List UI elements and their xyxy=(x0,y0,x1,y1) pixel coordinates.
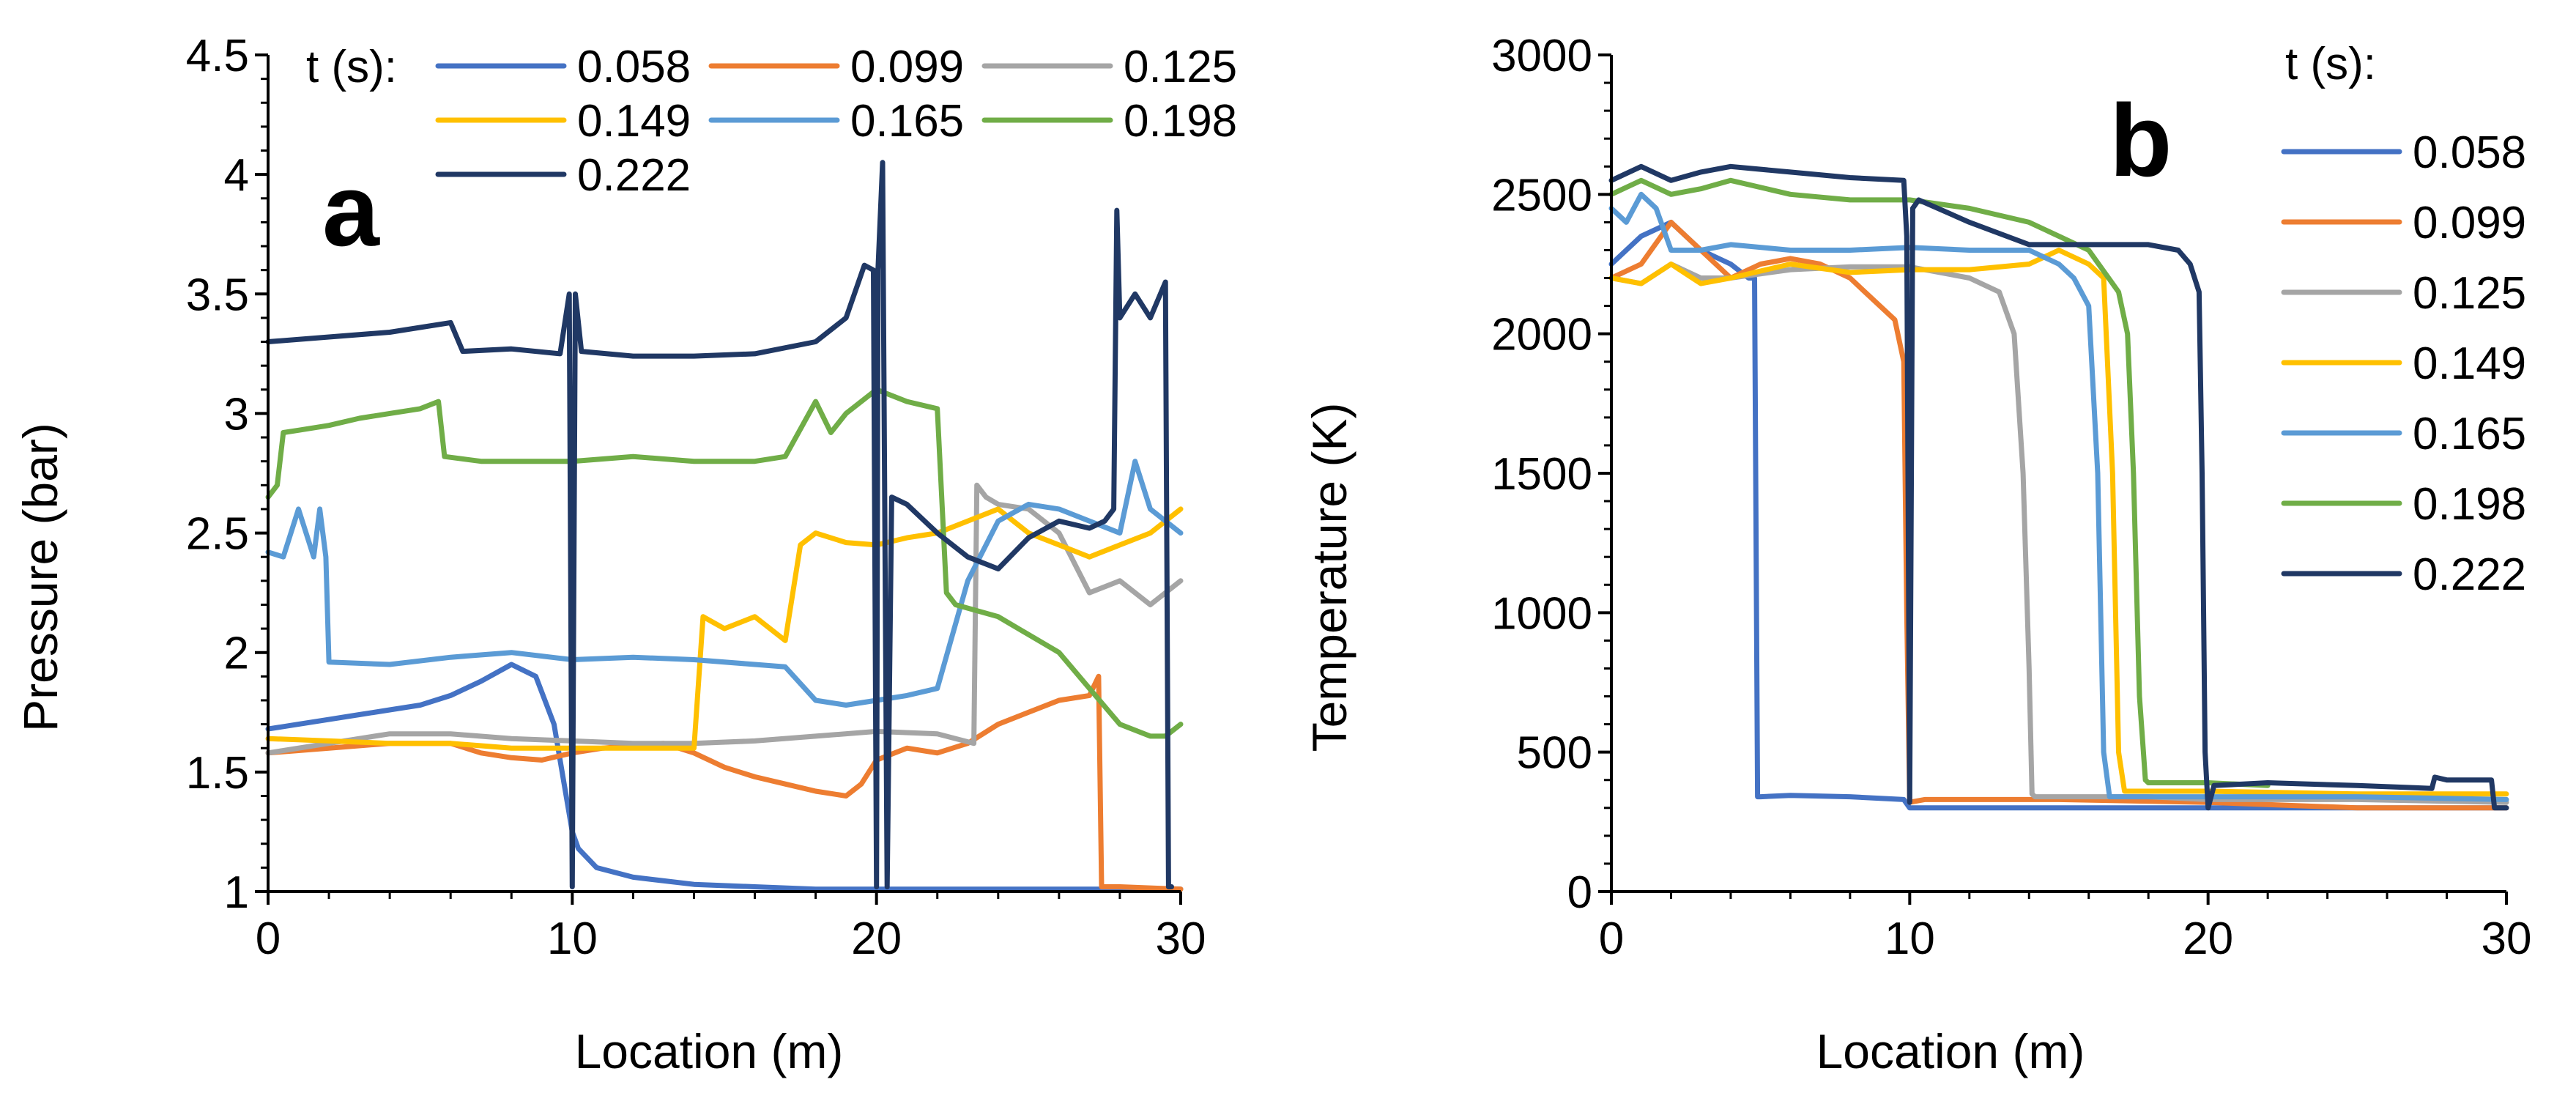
legend-label-t-0.099: 0.099 xyxy=(2413,198,2526,248)
series-line-t-0.099 xyxy=(265,673,1184,892)
legend-label-t-0.058: 0.058 xyxy=(2413,127,2526,178)
panel-b-label: b xyxy=(2109,83,2172,198)
legend-label-t-0.165: 0.165 xyxy=(850,96,964,147)
series-line-t-0.149 xyxy=(265,506,1184,751)
x-tick-label: 10 xyxy=(1885,914,1935,964)
panel-a-plot-area xyxy=(265,160,1184,892)
series-line-t-0.198 xyxy=(265,387,1184,739)
panel-b-temperature-chart: 0 10 20 30 0 500 1000 1500 2000 2500 3000 Locatio… xyxy=(1302,31,2531,1078)
panel-a-label: a xyxy=(322,152,380,267)
panel-b-y-axis: 0 500 1000 1500 2000 2500 3000 xyxy=(1491,31,1613,918)
y-tick-label: 4 xyxy=(224,150,249,201)
y-tick-label: 0 xyxy=(1567,867,1592,918)
panel-b-y-axis-title: Temperature (K) xyxy=(1302,403,1356,752)
panel-a-y-axis: 1 1.5 2 2.5 3 3.5 4 4.5 xyxy=(186,31,270,918)
y-tick-label: 500 xyxy=(1517,728,1592,779)
legend-label-t-0.222: 0.222 xyxy=(2413,549,2526,600)
panel-a-pressure-chart: 0 10 20 30 1 1.5 2 2.5 3 3.5 4 4.5 Location (m) Pr… xyxy=(13,31,1237,1078)
panel-b-x-axis-title: Location (m) xyxy=(1816,1024,2085,1078)
y-tick-label: 1000 xyxy=(1491,588,1592,639)
panel-b-plot-area xyxy=(1608,163,2509,811)
series-line-t-0.165 xyxy=(265,459,1184,708)
legend-label-t-0.058: 0.058 xyxy=(577,42,691,92)
x-tick-label: 30 xyxy=(2482,914,2532,964)
y-tick-label: 3 xyxy=(224,389,249,440)
legend-label-t-0.165: 0.165 xyxy=(2413,409,2526,459)
y-tick-label: 4.5 xyxy=(186,31,249,81)
panel-b-x-axis: 0 10 20 30 xyxy=(1599,890,2532,964)
panel-a-legend: t (s): 0.058 0.099 0.125 0.149 0.165 0.198 0.2… xyxy=(306,42,1237,201)
legend-label-t-0.198: 0.198 xyxy=(2413,479,2526,530)
legend-label-t-0.099: 0.099 xyxy=(850,42,964,92)
series-line-t-0.165 xyxy=(1608,191,2509,802)
x-tick-label: 0 xyxy=(256,914,281,964)
y-tick-label: 3000 xyxy=(1491,31,1592,81)
series-line-t-0.125 xyxy=(265,482,1184,756)
panel-b-legend-title: t (s): xyxy=(2285,39,2376,89)
series-line-t-0.222 xyxy=(265,160,1174,889)
panel-a-x-axis: 0 10 20 30 xyxy=(256,890,1206,964)
x-tick-label: 10 xyxy=(547,914,598,964)
y-tick-label: 1.5 xyxy=(186,748,249,799)
y-tick-label: 1500 xyxy=(1491,449,1592,500)
y-tick-label: 3.5 xyxy=(186,270,249,320)
x-tick-label: 0 xyxy=(1599,914,1624,964)
x-tick-label: 20 xyxy=(2183,914,2233,964)
series-line-t-0.222 xyxy=(1608,163,2509,811)
y-tick-label: 2.5 xyxy=(186,509,249,560)
y-tick-label: 2 xyxy=(224,629,249,679)
panel-a-x-axis-title: Location (m) xyxy=(575,1024,844,1078)
y-tick-label: 1 xyxy=(224,867,249,918)
legend-label-t-0.149: 0.149 xyxy=(2413,338,2526,389)
y-tick-label: 2000 xyxy=(1491,310,1592,360)
legend-label-t-0.125: 0.125 xyxy=(2413,268,2526,319)
y-tick-label: 2500 xyxy=(1491,170,1592,221)
series-line-t-0.099 xyxy=(1608,219,2509,811)
series-line-t-0.198 xyxy=(1608,177,2271,788)
x-tick-label: 20 xyxy=(851,914,902,964)
legend-label-t-0.222: 0.222 xyxy=(577,150,691,201)
panel-b-legend: t (s): 0.058 0.099 0.125 0.149 0.165 0.198 0.2… xyxy=(2281,39,2526,600)
panel-a-y-axis-title: Pressure (bar) xyxy=(13,423,67,732)
x-tick-label: 30 xyxy=(1156,914,1206,964)
panel-a-legend-title: t (s): xyxy=(306,42,397,92)
legend-label-t-0.198: 0.198 xyxy=(1124,96,1237,147)
legend-label-t-0.149: 0.149 xyxy=(577,96,691,147)
legend-label-t-0.125: 0.125 xyxy=(1124,42,1237,92)
